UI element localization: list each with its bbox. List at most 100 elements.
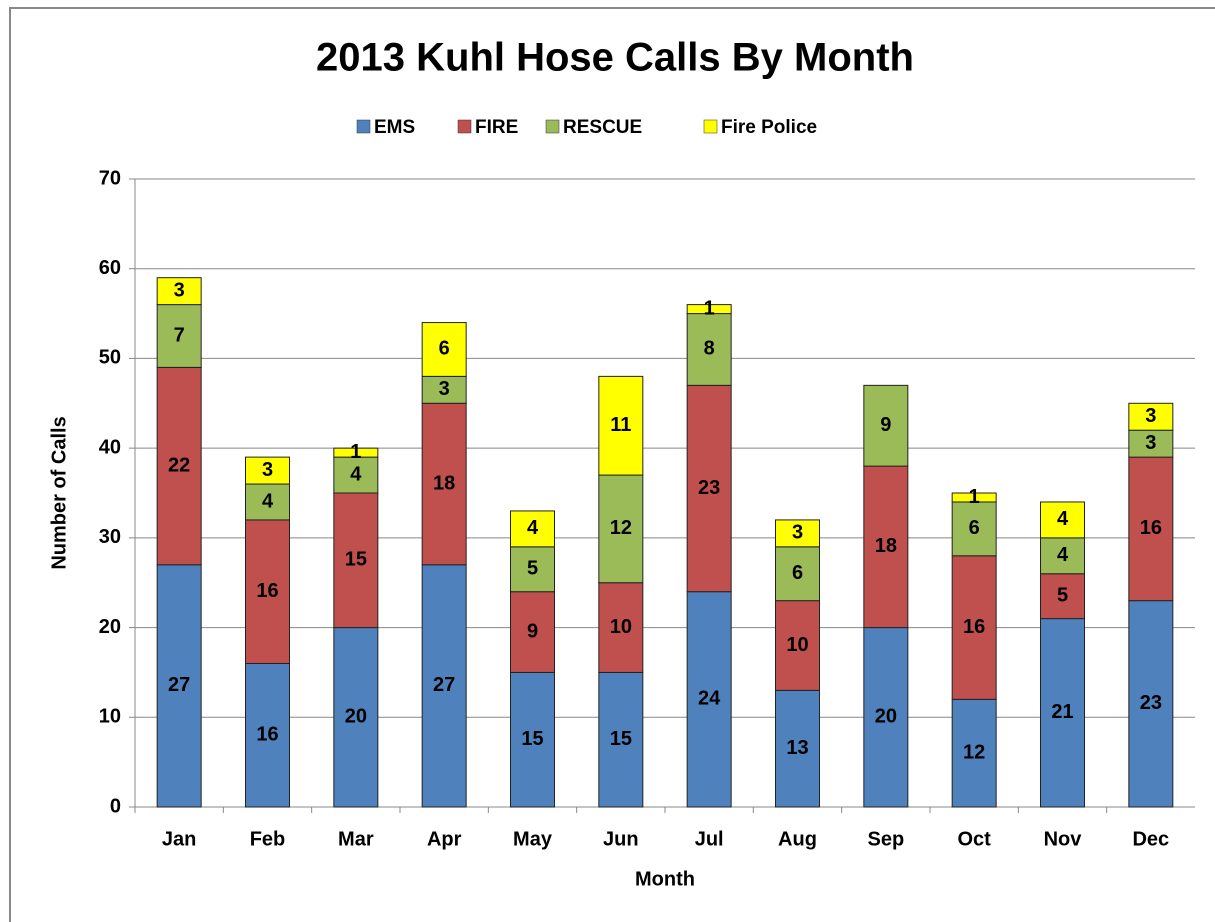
data-label: 22 xyxy=(168,454,190,476)
bar-segment xyxy=(333,447,379,458)
bar-segment xyxy=(951,492,997,503)
legend-swatch xyxy=(457,119,472,134)
data-label: 20 xyxy=(875,706,897,728)
x-tick-label: Mar xyxy=(338,828,374,850)
data-label: 18 xyxy=(875,535,897,557)
bar-segment xyxy=(421,564,467,808)
bar-segment xyxy=(333,627,379,808)
bar-segment xyxy=(245,519,290,664)
bar-segment xyxy=(510,510,555,548)
data-label: 27 xyxy=(168,674,190,696)
data-label: 9 xyxy=(527,620,538,642)
y-axis-title: Number of Calls xyxy=(48,416,70,569)
bar-segment xyxy=(598,671,644,808)
data-label: 4 xyxy=(1057,544,1069,566)
bar-segment xyxy=(333,456,379,494)
bar-segment xyxy=(245,456,290,485)
bar-segment xyxy=(598,582,644,673)
bar-segment xyxy=(686,304,732,315)
bar-segment xyxy=(156,564,202,808)
y-tick-label: 10 xyxy=(99,706,121,728)
data-label: 15 xyxy=(521,728,543,750)
y-tick-label: 20 xyxy=(99,616,121,638)
legend-label: RESCUE xyxy=(563,117,642,138)
x-tick-label: May xyxy=(513,828,553,850)
legend-swatch xyxy=(545,119,560,134)
bar-segment xyxy=(775,600,820,691)
data-label: 1 xyxy=(969,486,980,508)
data-label: 3 xyxy=(262,459,273,481)
data-label: 1 xyxy=(704,297,715,319)
y-tick-label: 50 xyxy=(99,347,121,369)
bar-segment xyxy=(863,384,909,467)
data-label: 10 xyxy=(786,634,808,656)
bar-segment xyxy=(156,277,202,306)
y-tick-label: 70 xyxy=(99,167,121,189)
legend-swatch xyxy=(356,119,371,134)
bar-segment xyxy=(1128,600,1174,808)
x-tick-label: Dec xyxy=(1132,828,1169,850)
bar-segment xyxy=(421,402,467,566)
bar-segment xyxy=(421,322,467,377)
data-label: 21 xyxy=(1051,701,1073,723)
data-label: 16 xyxy=(963,616,985,638)
data-label: 20 xyxy=(345,706,367,728)
x-tick-label: Sep xyxy=(867,828,904,850)
data-label: 16 xyxy=(256,580,278,602)
bar-segment xyxy=(775,519,820,548)
data-label: 5 xyxy=(527,558,538,580)
bar-segment xyxy=(1128,456,1174,602)
data-label: 3 xyxy=(1145,405,1156,427)
bar-segment xyxy=(863,627,909,808)
bar-segment xyxy=(598,375,644,476)
legend-label: EMS xyxy=(374,117,415,138)
data-label: 7 xyxy=(174,324,185,346)
bar-segment xyxy=(510,591,555,673)
data-label: 13 xyxy=(786,737,808,759)
bar-segment xyxy=(156,304,202,368)
x-tick-label: Jun xyxy=(603,828,639,850)
bar-segment xyxy=(1040,501,1085,539)
x-tick-label: Oct xyxy=(957,828,991,850)
bar-segment xyxy=(598,474,644,584)
x-tick-label: Aug xyxy=(778,828,817,850)
bar-segment xyxy=(951,501,997,557)
x-tick-label: Jan xyxy=(162,828,196,850)
data-label: 15 xyxy=(345,549,367,571)
data-label: 23 xyxy=(698,477,720,499)
data-label: 5 xyxy=(1057,584,1068,606)
data-label: 4 xyxy=(1057,508,1069,530)
data-label: 16 xyxy=(256,724,278,746)
bar-segment xyxy=(1128,402,1174,431)
data-label: 3 xyxy=(174,279,185,301)
bar-segment xyxy=(951,698,997,808)
data-label: 12 xyxy=(963,741,985,763)
x-axis-title: Month xyxy=(635,868,695,890)
data-label: 12 xyxy=(610,517,632,539)
data-label: 6 xyxy=(792,562,803,584)
bar-segment xyxy=(863,465,909,629)
chart-title: 2013 Kuhl Hose Calls By Month xyxy=(316,36,914,80)
y-tick-label: 0 xyxy=(110,795,121,817)
bar-segment xyxy=(156,366,202,566)
data-label: 4 xyxy=(350,463,362,485)
data-label: 23 xyxy=(1140,692,1162,714)
data-label: 4 xyxy=(527,517,539,539)
bar-segment xyxy=(1040,537,1085,575)
data-label: 3 xyxy=(1145,432,1156,454)
data-label: 18 xyxy=(433,472,455,494)
bar-segment xyxy=(1040,573,1085,620)
legend-label: FIRE xyxy=(475,117,518,138)
data-label: 15 xyxy=(610,728,632,750)
y-tick-label: 60 xyxy=(99,257,121,279)
bar-segment xyxy=(951,555,997,700)
legend-label: Fire Police xyxy=(721,117,817,138)
legend-swatch xyxy=(703,119,718,134)
x-tick-label: Feb xyxy=(250,828,286,850)
x-tick-label: Jul xyxy=(695,828,724,850)
data-label: 27 xyxy=(433,674,455,696)
y-tick-label: 40 xyxy=(99,436,121,458)
bar-segment xyxy=(510,671,555,808)
x-tick-label: Apr xyxy=(427,828,462,850)
